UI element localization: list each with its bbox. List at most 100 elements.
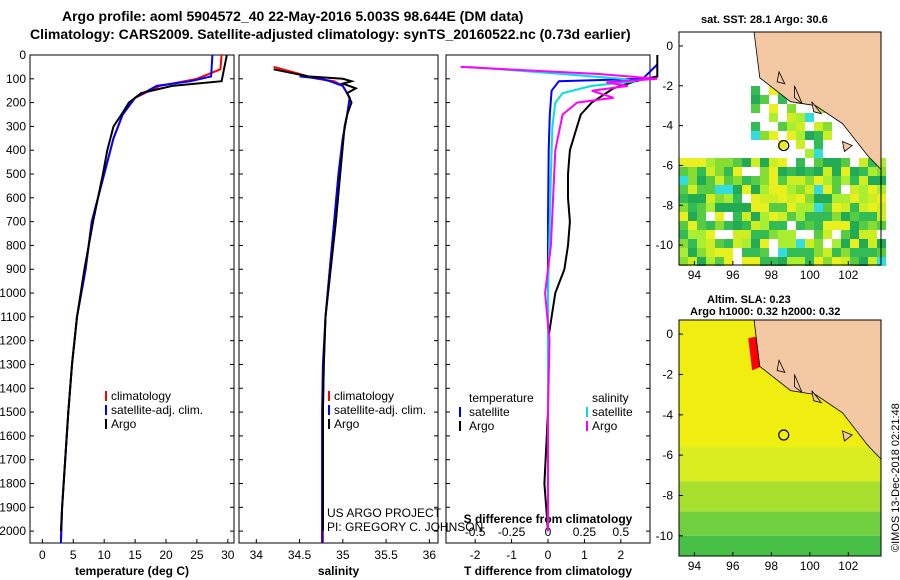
sst-cell [787,239,796,248]
sst-cell [715,194,724,203]
sst-cell [724,257,733,266]
diff-series-0 [547,63,658,532]
sst-cell [733,185,742,194]
ds-x-tick-label: -0.25 [498,525,526,539]
depth-tick-label: 600 [6,191,26,205]
temp-x-tick-label: 30 [221,548,235,562]
sst-cell [787,131,796,140]
sst-cell [778,203,787,212]
map-lon-label: 100 [800,559,820,573]
sst-cell [805,131,814,140]
sst-cell [832,167,841,176]
temp-x-tick-label: 20 [159,548,173,562]
sst-cell [760,167,769,176]
sst-cell [724,248,733,257]
map-lat-label: -10 [656,238,674,252]
map-lat-label: -8 [662,488,673,502]
sst-cell [823,194,832,203]
sst-cell [868,203,877,212]
sst-cell [733,212,742,221]
title-line-2: Climatology: CARS2009. Satellite-adjuste… [30,26,631,42]
sst-cell [823,203,832,212]
sal-x-tick-label: 35.5 [374,548,398,562]
sst-cell [796,176,805,185]
plot-frame-0 [29,54,235,544]
sst-cell [805,221,814,230]
map-lon-label: 96 [726,559,740,573]
sst-cell [769,86,778,95]
sst-cell [688,203,697,212]
pi-credit: PI: GREGORY C. JOHNSON [327,520,483,534]
ds-legend-label: satellite [592,405,633,419]
sst-cell [814,185,823,194]
dt-x-tick-label: -1 [506,548,517,562]
sst-cell [760,194,769,203]
sst-cell [796,140,805,149]
temp-x-axis-label: temperature (deg C) [75,564,189,578]
sst-map [678,31,886,266]
ds-legend-label: Argo [592,419,618,433]
sst-cell [823,230,832,239]
sst-cell [787,212,796,221]
sst-cell [778,176,787,185]
sst-cell [778,185,787,194]
sst-cell [787,167,796,176]
sst-cell [733,221,742,230]
dt-legend-label: Argo [469,419,495,433]
sst-cell [832,248,841,257]
sal-legend-label: climatology [334,389,394,403]
sst-cell [760,248,769,257]
sst-cell [679,257,688,266]
sst-cell [769,194,778,203]
sst-cell [859,203,868,212]
sst-cell [814,104,823,113]
sst-cell [841,158,850,167]
sst-cell [868,221,877,230]
sst-cell [742,158,751,167]
sst-cell [742,239,751,248]
sst-cell [814,176,823,185]
sst-map-title: sat. SST: 28.1 Argo: 30.6 [701,14,828,26]
sst-cell [751,95,760,104]
sst-cell [715,185,724,194]
temp-x-tick-label: 0 [39,548,46,562]
sst-cell [814,158,823,167]
depth-tick-label: 200 [6,96,26,110]
sst-cell [769,203,778,212]
sst-cell [778,194,787,203]
sst-cell [841,230,850,239]
title-line-1: Argo profile: aoml 5904572_40 22-May-201… [62,8,524,24]
sst-cell [778,95,787,104]
sst-cell [760,257,769,266]
sla-map-frame [678,319,882,557]
depth-tick-label: 1700 [0,453,26,467]
sst-cell [688,176,697,185]
sst-cell [841,176,850,185]
sst-cell [805,239,814,248]
sst-map-island [841,140,853,153]
sst-cell [751,230,760,239]
ds-x-tick-label: 0.5 [613,525,630,539]
depth-tick-label: 1800 [0,476,26,490]
sst-cell [697,158,706,167]
sst-cell [769,113,778,122]
sst-cell [814,140,823,149]
sst-cell [679,248,688,257]
sst-cell [742,257,751,266]
sst-cell [850,185,859,194]
sst-cell [778,239,787,248]
sst-cell [868,239,877,248]
map-lon-label: 102 [838,559,858,573]
map-lat-label: -6 [662,158,673,172]
sst-cell [706,239,715,248]
sst-cell [859,167,868,176]
sst-cell [859,221,868,230]
sst-cell [778,257,787,266]
sst-cell [688,158,697,167]
sst-cell [751,257,760,266]
sst-cell [859,185,868,194]
sst-cell [814,257,823,266]
sst-cell [859,176,868,185]
sal-series-2 [273,68,359,532]
sst-cell [688,212,697,221]
